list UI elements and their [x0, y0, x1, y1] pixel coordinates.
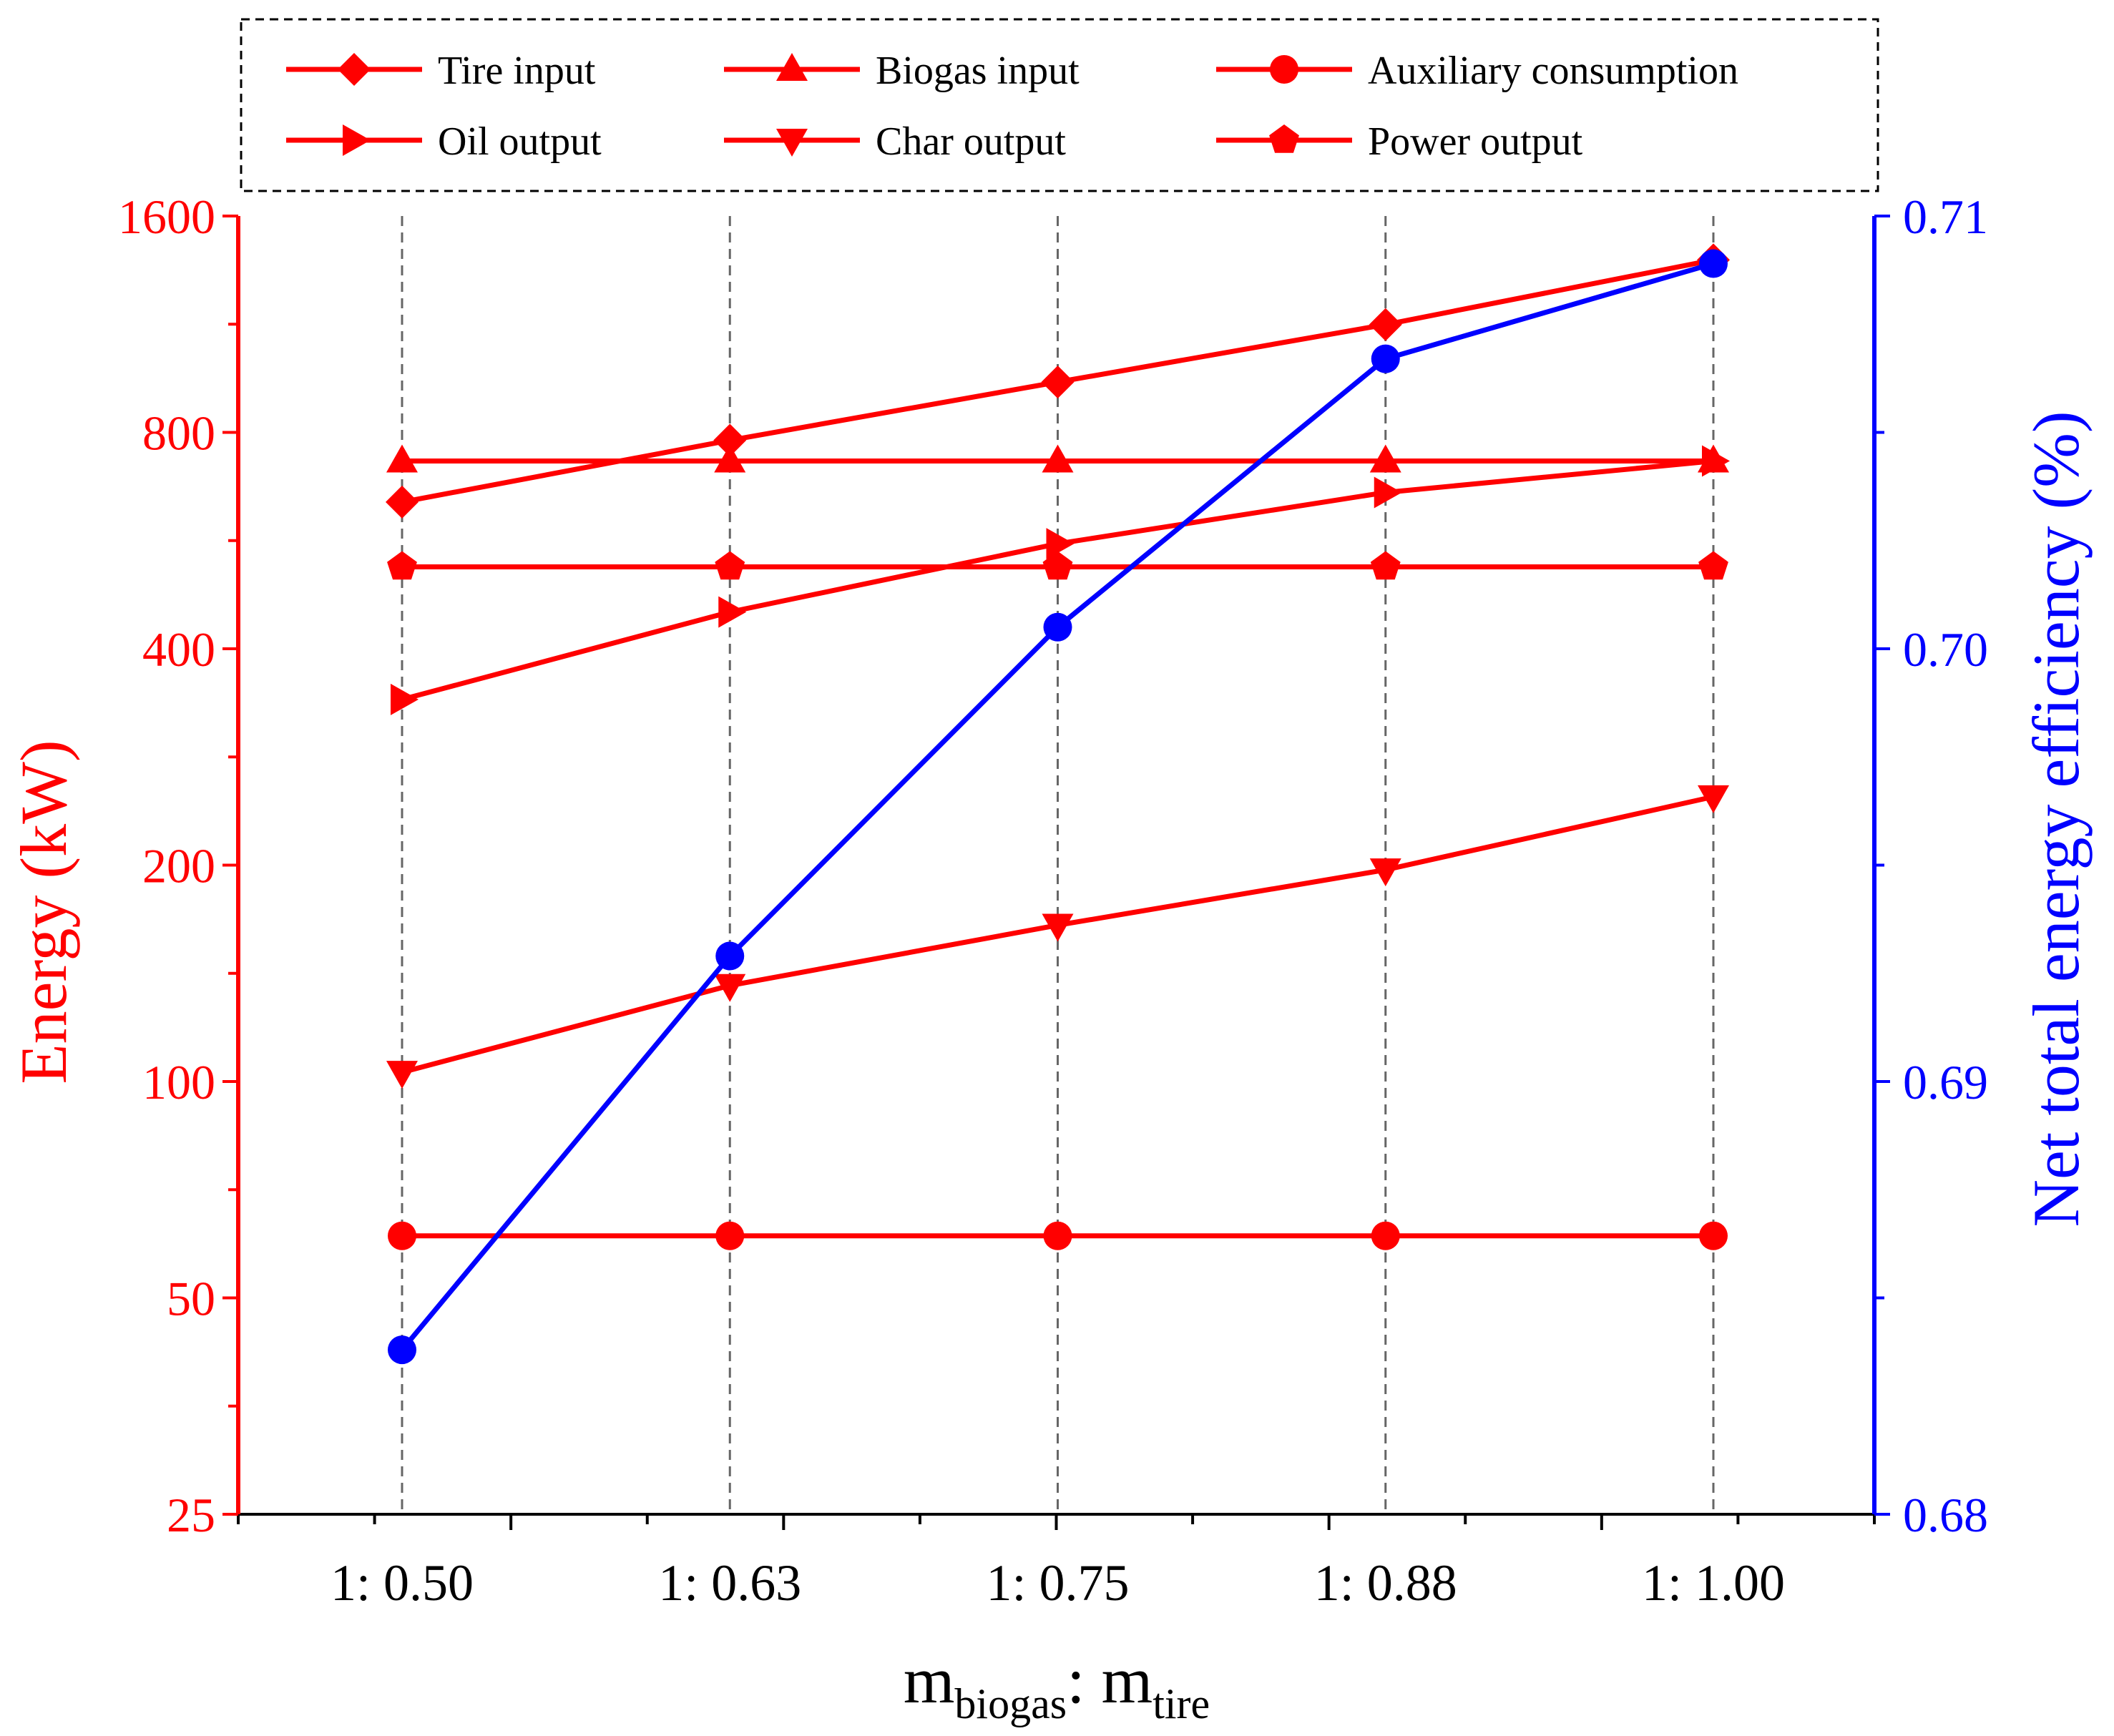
series-oil-output [391, 445, 1730, 715]
point-auxiliary-consumption [1699, 1221, 1728, 1250]
legend: Tire input Biogas input Auxiliary consumpt… [240, 18, 1879, 192]
legend-label: Oil output [438, 119, 602, 164]
left-tick-label: 800 [142, 406, 215, 461]
point-oil-output [1046, 528, 1075, 560]
series-char-output [386, 785, 1729, 1089]
point-tire-input [1041, 366, 1075, 399]
right-axis-title: Net total energy efficiency (%) [2020, 411, 2093, 1227]
legend-swatch-marker [338, 53, 371, 86]
x-axis-title: mbiogas: mtire [904, 1644, 1210, 1727]
axes: 1: 0.50 1: 0.63 1: 0.75 1: 0.88 1: 1.00 25 50 1… [118, 190, 1988, 1612]
x-tick-label: 1: 0.75 [986, 1554, 1129, 1612]
point-char-output [1698, 785, 1729, 813]
point-tire-input [1369, 308, 1402, 341]
right-tick-label: 0.70 [1903, 622, 1988, 677]
left-tick-label: 100 [142, 1055, 215, 1109]
series-auxiliary-consumption [388, 1221, 1728, 1250]
series-net-total-energy-efficiency [388, 249, 1728, 1365]
legend-swatch-marker [1269, 124, 1299, 153]
x-title-sub2: tire [1153, 1680, 1210, 1727]
legend-item: Power output [1216, 119, 1583, 164]
legend-label: Biogas input [876, 49, 1080, 93]
legend-item: Tire input [286, 49, 596, 93]
point-char-output [1369, 858, 1401, 887]
legend-swatch-marker [776, 129, 808, 157]
right-tick-label: 0.69 [1903, 1055, 1988, 1109]
point-biogas-input [1042, 444, 1074, 473]
point-net-total-energy-efficiency [715, 941, 745, 971]
point-oil-output [1702, 445, 1730, 477]
point-oil-output [718, 596, 747, 628]
legend-label: Char output [876, 119, 1066, 164]
point-tire-input [713, 423, 747, 457]
point-char-output [714, 974, 746, 1002]
x-tick-label: 1: 0.88 [1314, 1554, 1457, 1612]
legend-item: Biogas input [724, 49, 1080, 93]
point-auxiliary-consumption [715, 1221, 745, 1250]
right-tick-label: 0.71 [1903, 190, 1988, 244]
grid [401, 216, 1715, 1514]
plot-area [386, 243, 1730, 1365]
left-tick-label: 400 [142, 622, 215, 677]
point-oil-output [1374, 476, 1402, 509]
point-biogas-input [386, 444, 418, 473]
left-axis-title: Energy (kW) [7, 740, 80, 1084]
point-net-total-energy-efficiency [1371, 344, 1400, 373]
legend-swatch-marker [1270, 55, 1298, 84]
point-auxiliary-consumption [1043, 1221, 1072, 1250]
legend-label: Auxiliary consumption [1368, 49, 1738, 93]
series-power-output [387, 551, 1728, 580]
legend-label: Tire input [438, 49, 596, 93]
left-tick-label: 50 [167, 1272, 215, 1326]
left-tick-label: 25 [167, 1488, 215, 1542]
right-tick-label: 0.68 [1903, 1488, 1988, 1542]
point-oil-output [391, 683, 419, 715]
x-title-sub1: biogas [954, 1680, 1067, 1727]
legend-item: Char output [724, 119, 1066, 164]
x-title-base1: m [904, 1644, 955, 1717]
x-title-sep: : [1067, 1644, 1102, 1717]
point-power-output [1698, 551, 1728, 580]
point-biogas-input [1369, 444, 1401, 473]
x-tick-label: 1: 0.50 [331, 1554, 474, 1612]
point-power-output [1370, 551, 1401, 580]
point-char-output [1042, 913, 1074, 942]
point-auxiliary-consumption [388, 1221, 416, 1250]
point-biogas-input [714, 444, 746, 473]
point-net-total-energy-efficiency [388, 1335, 416, 1365]
x-tick-label: 1: 1.00 [1642, 1554, 1785, 1612]
point-auxiliary-consumption [1371, 1221, 1400, 1250]
x-title-base2: m [1102, 1644, 1153, 1717]
legend-swatch-marker [343, 124, 371, 156]
legend-swatch-marker [776, 53, 808, 81]
point-power-output [715, 551, 745, 580]
point-char-output [386, 1061, 418, 1089]
point-power-output [1042, 551, 1073, 580]
point-power-output [387, 551, 417, 580]
point-tire-input [386, 485, 419, 519]
legend-item: Oil output [286, 119, 602, 164]
series-biogas-input [386, 444, 1729, 473]
legend-box [240, 18, 1879, 192]
point-net-total-energy-efficiency [1699, 249, 1728, 278]
left-tick-label: 200 [142, 839, 215, 893]
legend-item: Auxiliary consumption [1216, 49, 1738, 93]
legend-label: Power output [1368, 119, 1583, 164]
x-tick-label: 1: 0.63 [658, 1554, 801, 1612]
left-tick-label: 1600 [118, 190, 215, 244]
point-net-total-energy-efficiency [1043, 612, 1072, 642]
